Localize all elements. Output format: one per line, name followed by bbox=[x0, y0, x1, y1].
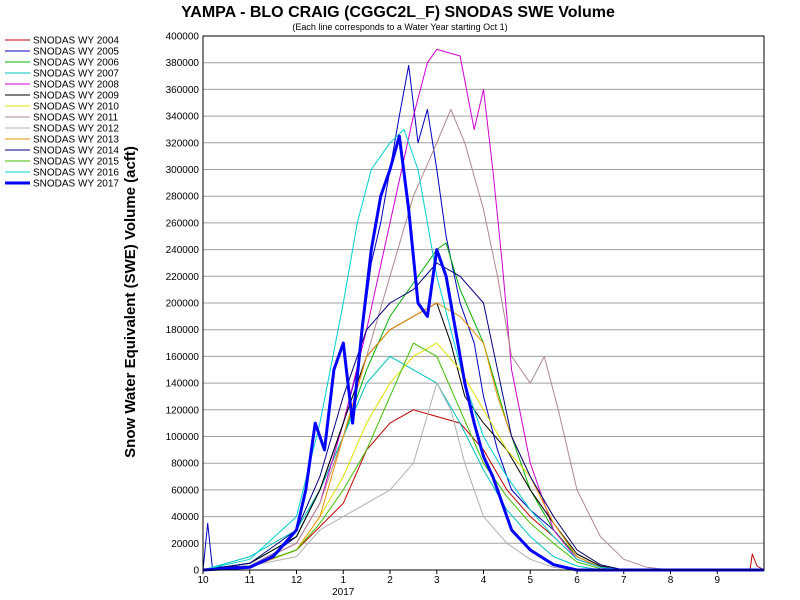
legend-item-snodas-wy-2006-label: SNODAS WY 2006 bbox=[33, 58, 119, 69]
y-tick-label: 240000 bbox=[166, 245, 200, 256]
series-line-snodas-wy-2015 bbox=[202, 342, 764, 571]
legend-item-snodas-wy-2004-label: SNODAS WY 2004 bbox=[33, 36, 119, 47]
x-tick-label: 1 bbox=[340, 575, 346, 586]
x-tick-label: 2 bbox=[387, 575, 393, 586]
y-tick-label: 220000 bbox=[166, 272, 200, 283]
y-tick-label: 140000 bbox=[166, 379, 200, 390]
chart-title: YAMPA - BLO CRAIG (CGGC2L_F) SNODAS SWE … bbox=[181, 4, 615, 21]
plot-border bbox=[202, 35, 765, 571]
series-line-snodas-wy-2011 bbox=[202, 108, 764, 571]
plot-area: 0 20000 40000 60000 80000 100000 120000 140000 1… bbox=[166, 32, 765, 598]
chart-subtitle: (Each line corresponds to a Water Year s… bbox=[292, 22, 507, 32]
legend-item-snodas-wy-2009-label: SNODAS WY 2009 bbox=[33, 91, 119, 102]
y-axis-label: Snow Water Equivalent (SWE) Volume (acft… bbox=[122, 146, 139, 458]
y-tick-label: 200000 bbox=[166, 299, 200, 310]
legend-item-snodas-wy-2005-label: SNODAS WY 2005 bbox=[33, 47, 119, 58]
y-tick-label: 300000 bbox=[166, 165, 200, 176]
y-tick-label: 280000 bbox=[166, 192, 200, 203]
series-line-snodas-wy-2005 bbox=[202, 64, 764, 571]
series-line-snodas-wy-2013 bbox=[202, 302, 764, 571]
y-tick-label: 400000 bbox=[166, 32, 200, 43]
legend-item-snodas-wy-2015-label: SNODAS WY 2015 bbox=[33, 157, 119, 168]
x-tick-label: 8 bbox=[668, 575, 674, 586]
series-line-snodas-wy-2009 bbox=[202, 302, 764, 571]
y-tick-label: 60000 bbox=[171, 485, 199, 496]
series-line-snodas-wy-2012 bbox=[202, 382, 764, 571]
x-tick-label: 10 bbox=[197, 575, 209, 586]
series-line-snodas-wy-2014 bbox=[202, 262, 764, 571]
legend-item-snodas-wy-2012-label: SNODAS WY 2012 bbox=[33, 124, 119, 135]
series-line-snodas-wy-2016 bbox=[202, 129, 764, 571]
y-tick-label: 120000 bbox=[166, 405, 200, 416]
y-tick-label: 260000 bbox=[166, 218, 200, 229]
legend-item-snodas-wy-2011-label: SNODAS WY 2011 bbox=[33, 113, 119, 124]
legend-item-snodas-wy-2013-label: SNODAS WY 2013 bbox=[33, 135, 119, 146]
y-tick-label: 340000 bbox=[166, 112, 200, 123]
x-year-label: 2017 bbox=[332, 587, 355, 598]
legend-item-snodas-wy-2007-label: SNODAS WY 2007 bbox=[33, 69, 119, 80]
x-tick-label: 5 bbox=[527, 575, 533, 586]
legend-item-snodas-wy-2017-label: SNODAS WY 2017 bbox=[33, 179, 119, 190]
x-tick-label: 4 bbox=[481, 575, 487, 586]
x-tick-label: 6 bbox=[574, 575, 580, 586]
y-tick-label: 100000 bbox=[166, 432, 200, 443]
y-tick-label: 40000 bbox=[171, 512, 199, 523]
x-tick-label: 3 bbox=[434, 575, 440, 586]
y-tick-label: 0 bbox=[193, 566, 199, 577]
legend-item-snodas-wy-2016-label: SNODAS WY 2016 bbox=[33, 168, 119, 179]
y-tick-label: 380000 bbox=[166, 58, 200, 69]
series-line-snodas-wy-2008 bbox=[202, 48, 764, 571]
legend-item-snodas-wy-2010-label: SNODAS WY 2010 bbox=[33, 102, 119, 113]
y-tick-label: 80000 bbox=[171, 459, 199, 470]
x-tick-label: 9 bbox=[714, 575, 720, 586]
legend-item-snodas-wy-2014-label: SNODAS WY 2014 bbox=[33, 146, 119, 157]
legend-item-snodas-wy-2008-label: SNODAS WY 2008 bbox=[33, 80, 119, 91]
x-tick-label: 7 bbox=[621, 575, 627, 586]
y-tick-label: 20000 bbox=[171, 539, 199, 550]
x-tick-label: 12 bbox=[291, 575, 303, 586]
y-tick-label: 360000 bbox=[166, 85, 200, 96]
y-tick-label: 180000 bbox=[166, 325, 200, 336]
series-line-snodas-wy-2017 bbox=[202, 134, 764, 572]
x-tick-label: 11 bbox=[245, 575, 256, 586]
y-tick-label: 320000 bbox=[166, 138, 200, 149]
y-tick-label: 160000 bbox=[166, 352, 200, 363]
